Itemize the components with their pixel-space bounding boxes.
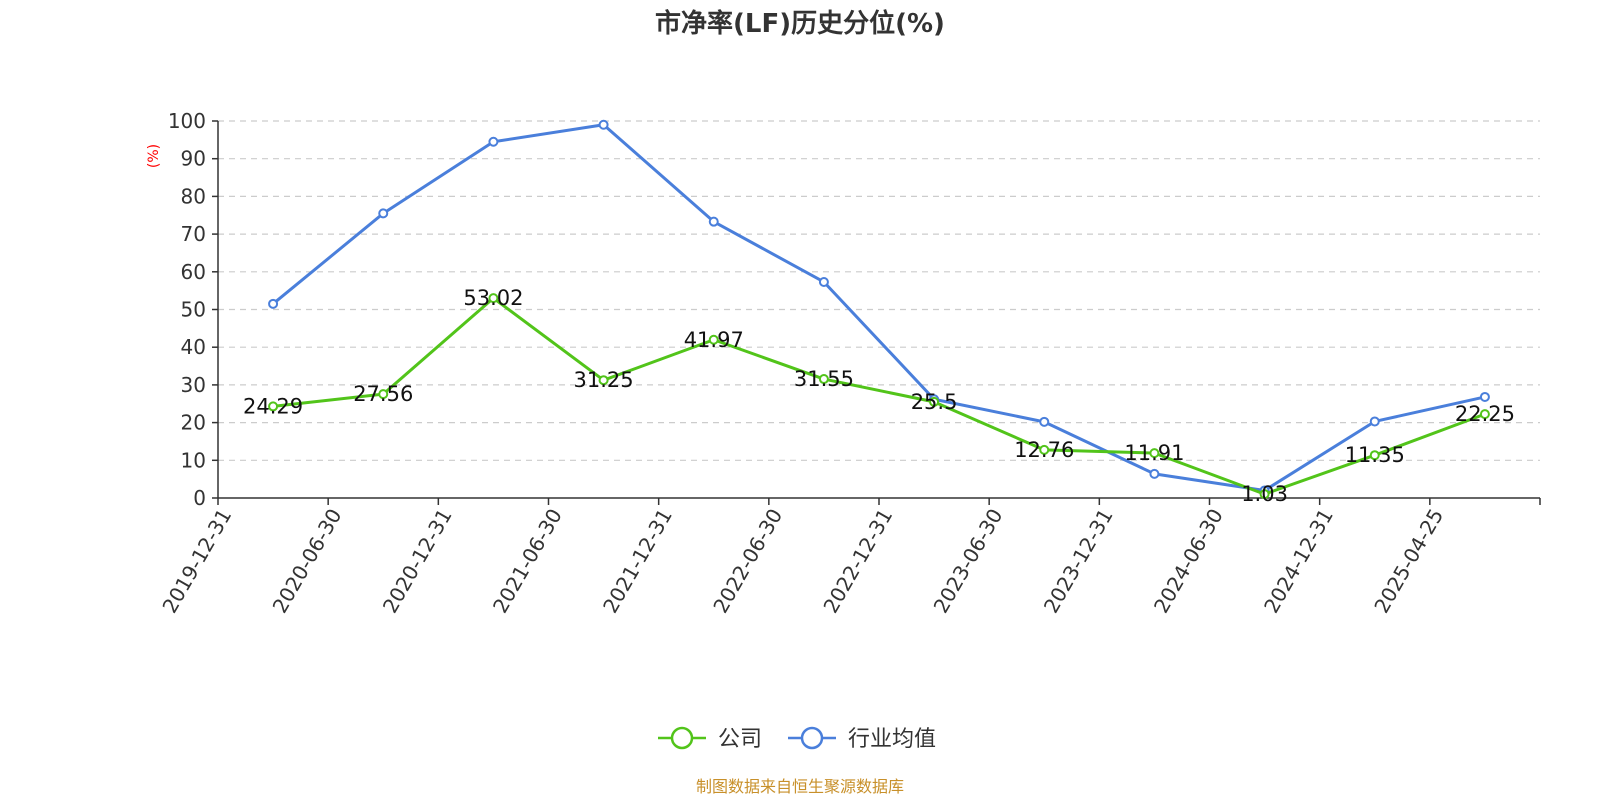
y-tick-label: 90 xyxy=(181,147,206,171)
legend-company-marker xyxy=(670,726,694,750)
x-tick-label: 2019-12-31 xyxy=(157,505,236,618)
data-point xyxy=(488,136,499,147)
data-point xyxy=(708,216,719,227)
data-label: 24.29 xyxy=(243,394,303,418)
x-tick-label: 2024-06-30 xyxy=(1149,505,1228,618)
grid-lines xyxy=(218,120,1540,461)
x-tick-label: 2021-12-31 xyxy=(598,505,677,618)
data-label: 53.02 xyxy=(463,286,523,310)
data-point xyxy=(378,389,389,400)
x-tick-label: 2024-12-31 xyxy=(1259,505,1338,618)
data-point xyxy=(268,298,279,309)
data-point xyxy=(598,375,609,386)
data-point xyxy=(818,276,829,287)
data-label: 31.55 xyxy=(794,367,854,391)
data-label: 27.56 xyxy=(353,382,413,406)
data-point xyxy=(818,374,829,385)
data-label: 22.25 xyxy=(1455,402,1515,426)
data-labels: 24.29 27.56 53.02 31.25 41.97 31.55 25.5 12.76 1… xyxy=(243,286,1515,506)
y-axis-label: (%) xyxy=(146,144,162,168)
x-tick-label: 2021-06-30 xyxy=(488,505,567,618)
y-tick-label: 40 xyxy=(181,335,206,359)
y-tick-label: 20 xyxy=(181,411,206,435)
y-tick-label: 30 xyxy=(181,373,206,397)
x-tick-label: 2023-06-30 xyxy=(929,505,1008,618)
data-point xyxy=(1259,489,1270,500)
data-label: 25.5 xyxy=(911,390,958,414)
x-tick-label: 2023-12-31 xyxy=(1039,505,1118,618)
legend-industry-label: 行业均值 xyxy=(848,727,936,752)
data-point xyxy=(1149,468,1160,479)
data-point xyxy=(1369,416,1380,427)
data-point xyxy=(378,208,389,219)
data-point xyxy=(1039,444,1050,455)
legend: 公司 行业均值 xyxy=(658,726,936,752)
x-tick-label: 2020-06-30 xyxy=(268,505,347,618)
x-tick-label: 2022-12-31 xyxy=(818,505,897,618)
y-tick-label: 10 xyxy=(181,448,206,472)
legend-industry-marker xyxy=(800,726,824,750)
chart-title: 市净率(LF)历史分位(%) xyxy=(655,8,945,39)
data-point xyxy=(708,334,719,345)
series-line-company xyxy=(272,296,1486,496)
data-label: 11.35 xyxy=(1345,443,1405,467)
y-tick-label: 100 xyxy=(168,109,206,133)
x-tick-label: 2020-12-31 xyxy=(378,505,457,618)
data-point xyxy=(488,293,499,304)
data-point xyxy=(929,396,940,407)
legend-item-company[interactable]: 公司 xyxy=(658,726,762,752)
data-point xyxy=(1479,409,1490,420)
data-label: 1.03 xyxy=(1241,482,1288,506)
data-label: 41.97 xyxy=(684,328,744,352)
y-tick-label: 70 xyxy=(181,222,206,246)
legend-item-industry[interactable]: 行业均值 xyxy=(788,726,936,752)
data-source-note: 制图数据来自恒生聚源数据库 xyxy=(696,777,904,796)
y-tick-label: 80 xyxy=(181,184,206,208)
series-lines xyxy=(268,119,1490,500)
data-point xyxy=(268,401,279,412)
data-point xyxy=(1149,448,1160,459)
legend-company-label: 公司 xyxy=(718,727,762,752)
data-label: 31.25 xyxy=(574,368,634,392)
x-tick-label: 2022-06-30 xyxy=(708,505,787,618)
x-tick-label: 2025-04-25 xyxy=(1369,505,1448,618)
data-point xyxy=(598,119,609,130)
data-label: 11.91 xyxy=(1124,441,1184,465)
series-line-industry xyxy=(272,123,1486,492)
y-tick-label: 60 xyxy=(181,260,206,284)
data-point xyxy=(1039,416,1050,427)
y-tick-label: 0 xyxy=(193,486,206,510)
y-tick-label: 50 xyxy=(181,298,206,322)
axes: 0 10 20 30 40 50 60 70 80 90 100 2019-12-31 2020-06-… xyxy=(157,109,1541,618)
data-label: 12.76 xyxy=(1014,438,1074,462)
data-point xyxy=(1479,391,1490,402)
data-point xyxy=(1369,450,1380,461)
